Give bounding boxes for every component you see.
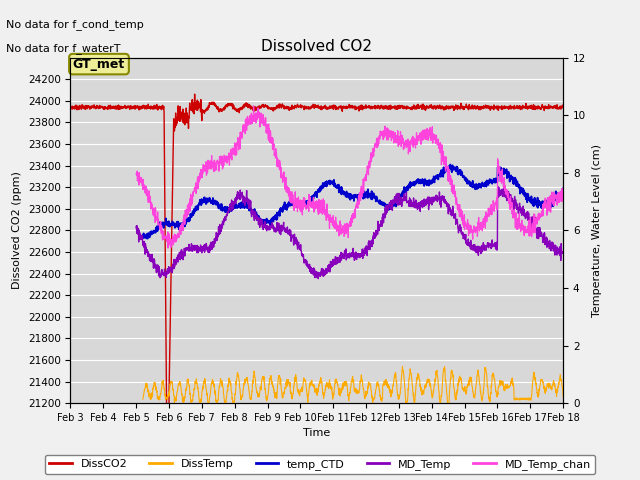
Legend: DissCO2, DissTemp, temp_CTD, MD_Temp, MD_Temp_chan: DissCO2, DissTemp, temp_CTD, MD_Temp, MD… bbox=[45, 455, 595, 474]
Y-axis label: Dissolved CO2 (ppm): Dissolved CO2 (ppm) bbox=[12, 171, 22, 289]
Text: No data for f_cond_temp: No data for f_cond_temp bbox=[6, 19, 144, 30]
Text: GT_met: GT_met bbox=[73, 58, 125, 71]
X-axis label: Time: Time bbox=[303, 429, 330, 438]
Title: Dissolved CO2: Dissolved CO2 bbox=[261, 39, 372, 54]
Y-axis label: Temperature, Water Level (cm): Temperature, Water Level (cm) bbox=[592, 144, 602, 317]
Text: No data for f_waterT: No data for f_waterT bbox=[6, 43, 121, 54]
